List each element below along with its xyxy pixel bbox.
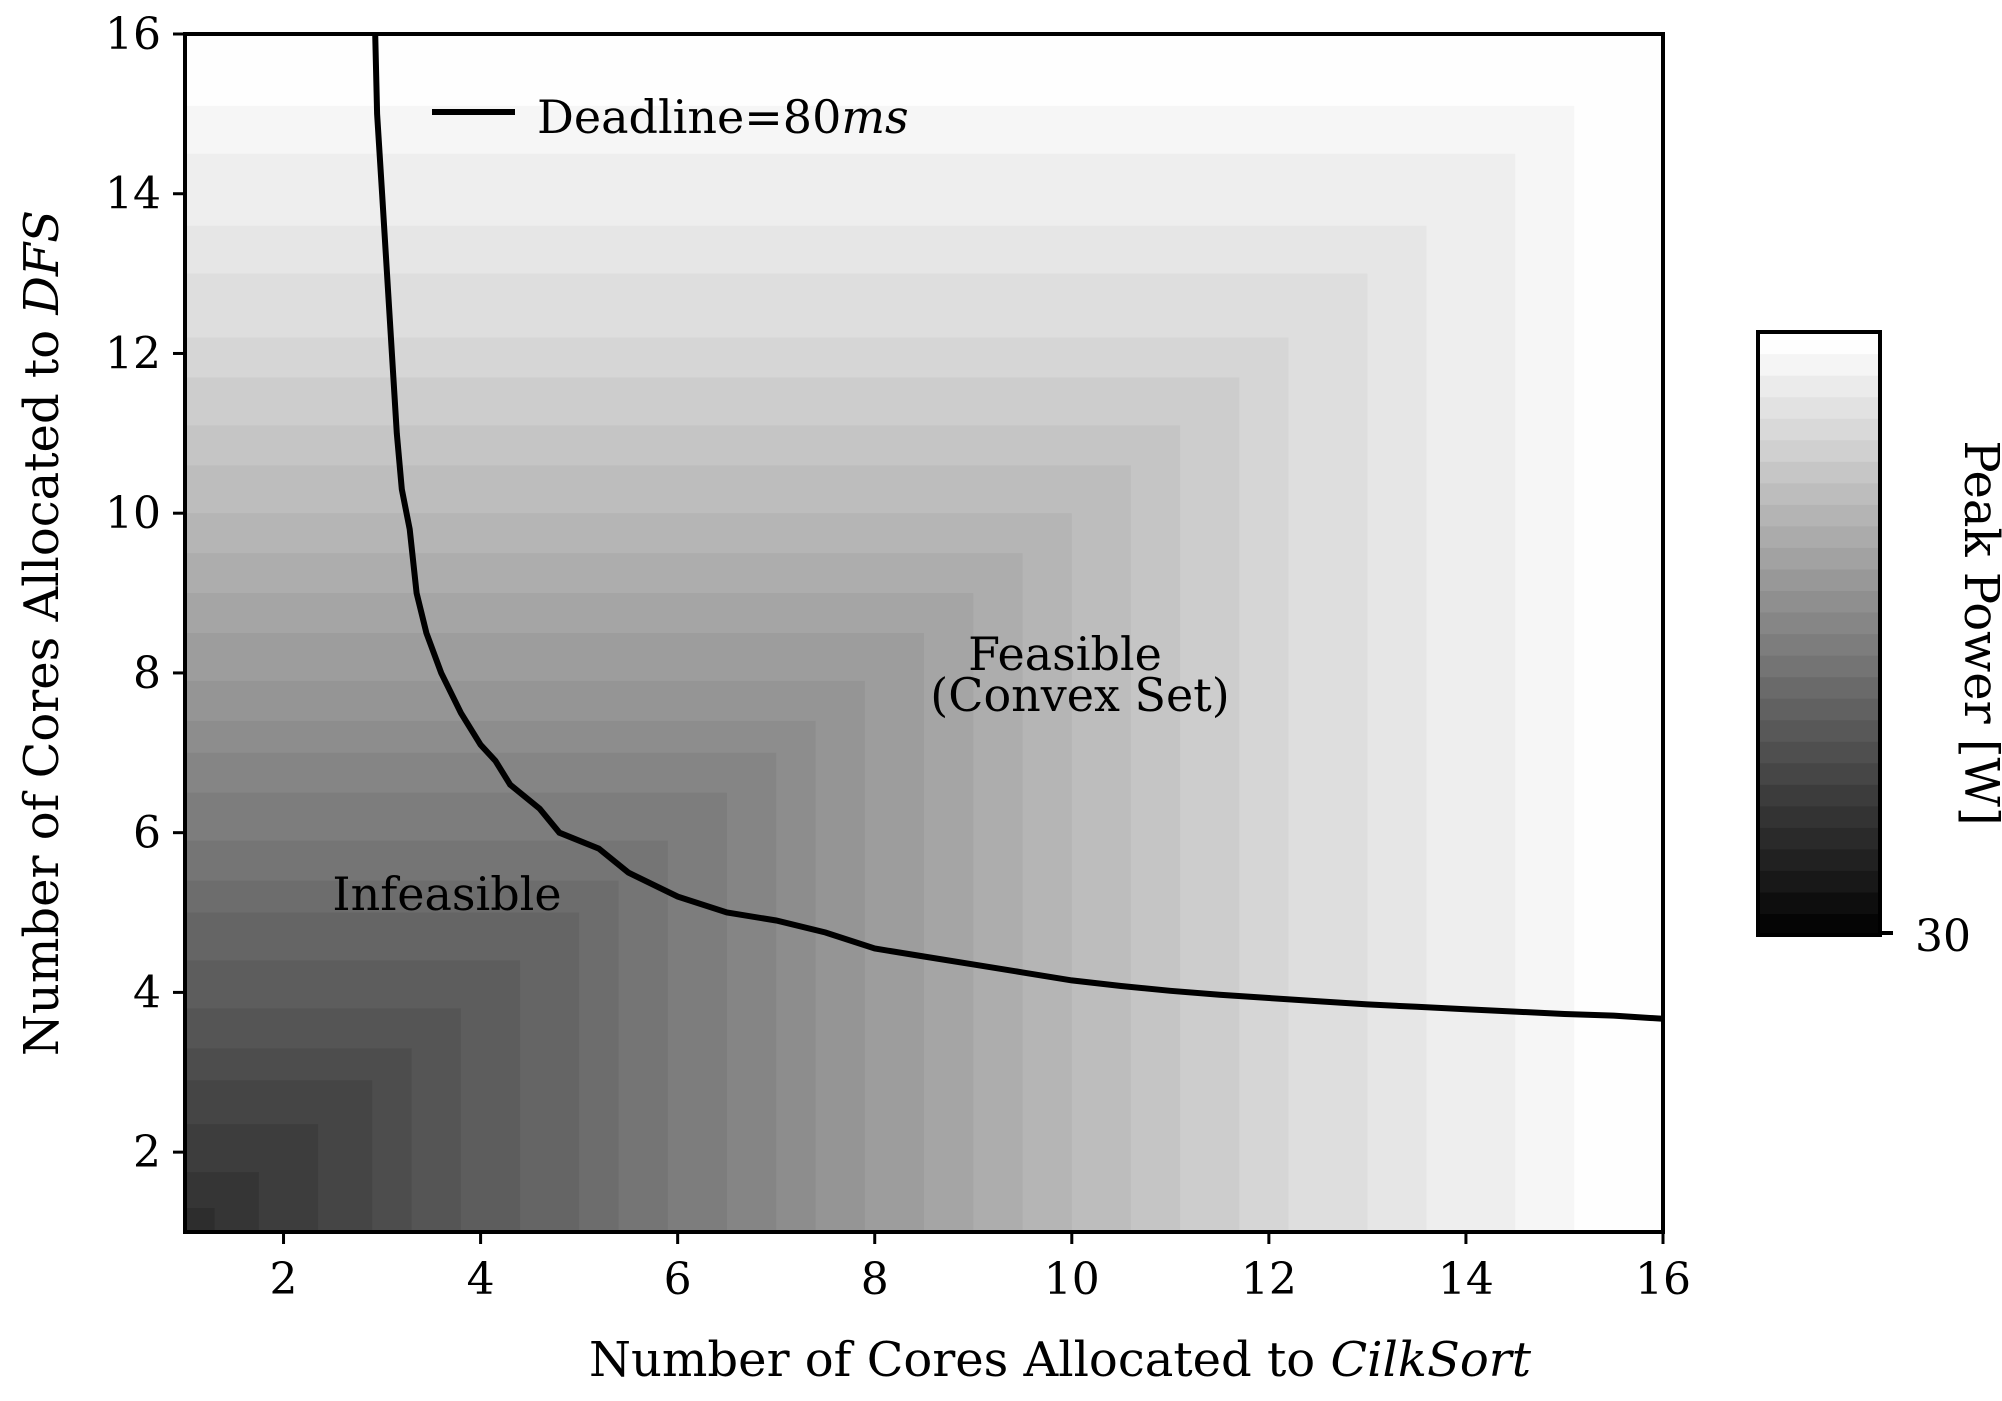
colorbar-band bbox=[1758, 891, 1880, 915]
colorbar-band bbox=[1758, 504, 1880, 527]
colorbar-band bbox=[1758, 719, 1880, 742]
contour-regions bbox=[185, 34, 1663, 1232]
colorbar-frame bbox=[1756, 330, 1882, 937]
colorbar-band bbox=[1758, 741, 1880, 764]
y-tick-label: 12 bbox=[105, 328, 161, 379]
colorbar-band bbox=[1758, 655, 1880, 678]
colorbar-band bbox=[1758, 805, 1880, 828]
colorbar-band bbox=[1758, 827, 1880, 850]
y-axis-ticks: 2 4 6 8 10 12 14 16 bbox=[105, 9, 185, 1178]
x-tick-label: 10 bbox=[1044, 1254, 1100, 1305]
colorbar-band bbox=[1758, 590, 1880, 613]
colorbar-band bbox=[1758, 611, 1880, 635]
colorbar-band bbox=[1758, 848, 1880, 871]
colorbar-band bbox=[1758, 525, 1880, 548]
y-tick-label: 4 bbox=[133, 967, 161, 1018]
colorbar-band bbox=[1758, 913, 1880, 936]
colorbar-band bbox=[1758, 762, 1880, 785]
feasible-label: Feasible bbox=[968, 627, 1162, 681]
colorbar-band bbox=[1758, 633, 1880, 656]
deadline-curve bbox=[372, 34, 1663, 1022]
colorbar bbox=[1758, 332, 1880, 936]
colorbar-band bbox=[1758, 568, 1880, 592]
colorbar-band bbox=[1758, 439, 1880, 462]
colorbar-band bbox=[1758, 784, 1880, 807]
x-tick-label: 2 bbox=[270, 1254, 298, 1305]
x-tick-label: 8 bbox=[861, 1254, 889, 1305]
contour-level bbox=[185, 1208, 215, 1232]
x-tick-label: 4 bbox=[467, 1254, 495, 1305]
infeasible-label: Infeasible bbox=[332, 867, 561, 921]
x-tick-label: 14 bbox=[1438, 1254, 1494, 1305]
y-tick-label: 6 bbox=[133, 808, 161, 859]
colorbar-band bbox=[1758, 482, 1880, 505]
plot-frame bbox=[183, 32, 1665, 1234]
feasible-sublabel: (Convex Set) bbox=[930, 668, 1229, 722]
colorbar-band bbox=[1758, 461, 1880, 484]
colorbar-band bbox=[1758, 870, 1880, 893]
y-tick-label: 10 bbox=[105, 488, 161, 539]
colorbar-band bbox=[1758, 698, 1880, 721]
x-axis-label: Number of Cores Allocated to CilkSort bbox=[589, 1332, 1532, 1388]
colorbar-title: Peak Power [W] bbox=[1953, 440, 2002, 825]
colorbar-band bbox=[1758, 332, 1880, 355]
x-tick-label: 6 bbox=[664, 1254, 692, 1305]
y-tick-label: 16 bbox=[105, 9, 161, 60]
colorbar-band bbox=[1758, 418, 1880, 441]
colorbar-tick-label: 30 bbox=[1915, 911, 1971, 962]
y-tick-label: 14 bbox=[105, 169, 161, 220]
colorbar-band bbox=[1758, 547, 1880, 570]
colorbar-band bbox=[1758, 375, 1880, 398]
x-tick-label: 16 bbox=[1635, 1254, 1691, 1305]
y-axis-label: Number of Cores Allocated to DFS bbox=[14, 210, 70, 1056]
colorbar-band bbox=[1758, 396, 1880, 419]
colorbar-band bbox=[1758, 353, 1880, 376]
x-axis-ticks: 2 4 6 8 10 12 14 16 bbox=[270, 1232, 1691, 1305]
colorbar-band bbox=[1758, 676, 1880, 699]
x-tick-label: 12 bbox=[1241, 1254, 1297, 1305]
y-tick-label: 8 bbox=[133, 648, 161, 699]
y-tick-label: 2 bbox=[133, 1127, 161, 1178]
legend-label: Deadline=80ms bbox=[537, 90, 909, 144]
